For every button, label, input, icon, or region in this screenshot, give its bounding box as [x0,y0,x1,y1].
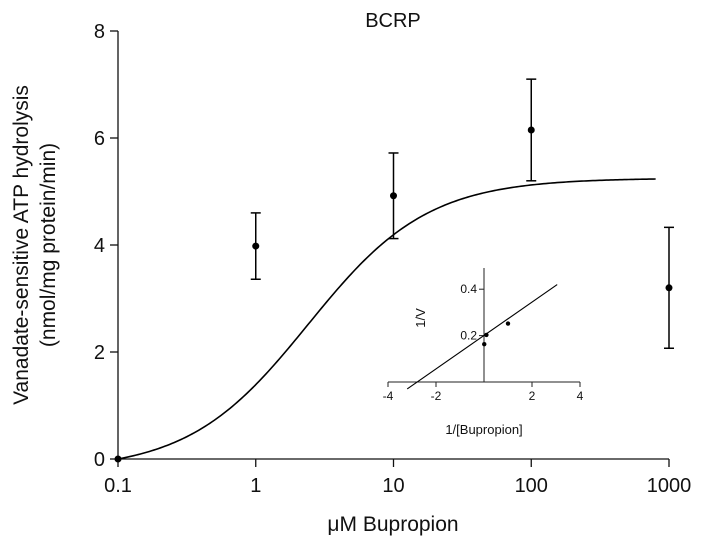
inset-x-axis-label: 1/[Bupropion] [445,422,522,437]
y-tick-label: 6 [94,128,105,150]
y-tick-label: 2 [94,342,105,364]
inset-data-point [484,332,489,338]
data-point [665,284,673,292]
x-tick-label: 10 [382,475,404,497]
fit-curve [117,178,656,460]
data-point [390,192,397,200]
data-point [252,242,260,250]
inset-plot: -4 -2 2 4 0.2 0.4 [383,268,584,403]
x-tick-label: 0.1 [104,475,132,497]
x-axis-label: μM Bupropion [327,513,458,536]
data-points-group [114,78,674,463]
y-axis-label-line2: (nmol/mg protein/min) [37,143,60,347]
inset-data-point [482,341,487,347]
data-point [114,455,122,463]
x-tick-label: 1000 [647,475,692,497]
inset-y-tick-label: 0.4 [460,282,477,296]
y-tick-label: 8 [94,21,105,43]
x-tick-label: 100 [515,475,548,497]
inset-x-tick-label: -2 [431,389,442,403]
x-tick-label: 1 [250,475,261,497]
inset-x-tick-label: -4 [383,389,394,403]
inset-x-tick-label: 4 [577,389,584,403]
data-point [527,126,535,134]
inset-y-axis-label: 1/V [413,308,428,328]
y-axis-label-line1: Vanadate-sensitive ATP hydrolysis [10,85,33,405]
y-tick-label: 4 [94,235,105,257]
fit-curve-group [117,178,656,460]
inset-y-tick-label: 0.2 [460,329,477,343]
inset-fit-line [406,284,558,390]
inset-x-tick-label: 2 [529,389,536,403]
main-axes: 0 2 4 6 8 0.1 1 10 100 1000 [94,21,691,497]
y-tick-label: 0 [94,449,105,471]
chart-title: BCRP [365,10,421,32]
inset-data-point [505,321,511,326]
